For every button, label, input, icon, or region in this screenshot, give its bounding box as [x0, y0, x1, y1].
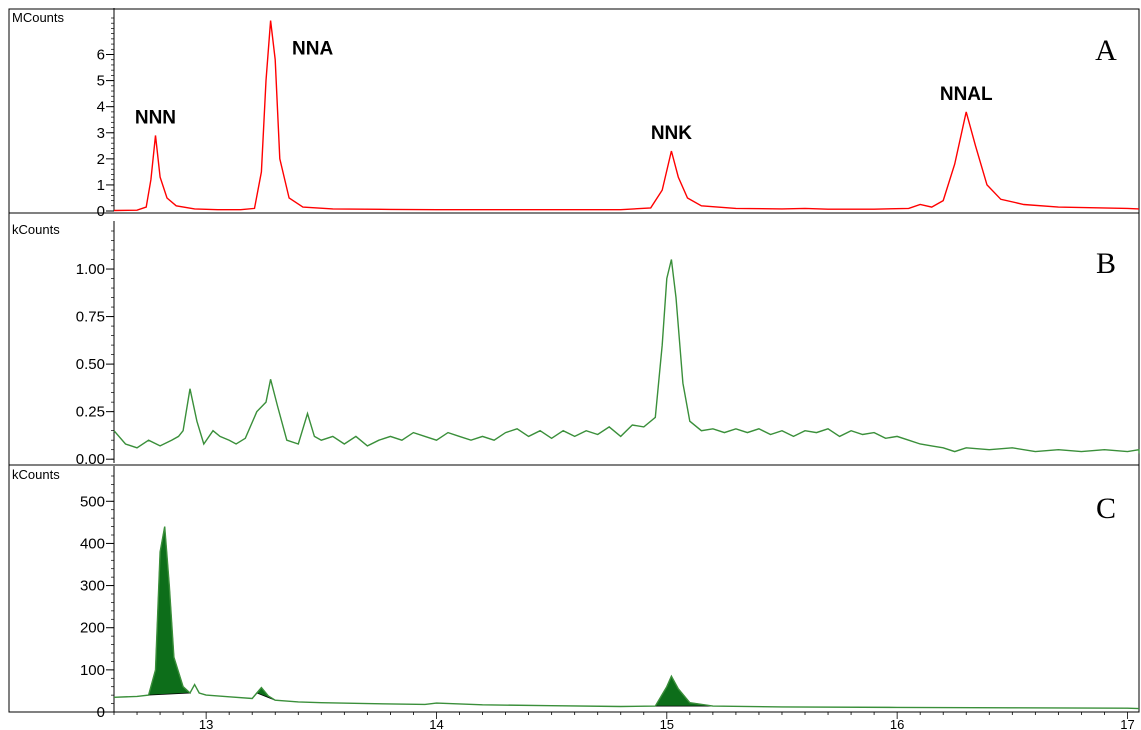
y-tick-label: 100: [80, 662, 105, 679]
x-tick-label: 17: [1120, 717, 1134, 730]
x-tick-label: 13: [199, 717, 213, 730]
y-tick-label: 1: [97, 177, 105, 194]
y-tick-label: 0.50: [76, 356, 105, 373]
y-tick-label: 400: [80, 535, 105, 552]
panel-letter: C: [1096, 492, 1116, 525]
chart-panel-a: 0 1 2 3 4 5 6 MCounts A NNN NNA NNK NNAL: [12, 8, 1140, 220]
peak-label: NNA: [292, 39, 333, 60]
y-unit-label: MCounts: [12, 10, 65, 25]
chromatogram-trace: [113, 20, 1140, 212]
peak-label: NNN: [135, 107, 176, 128]
y-tick-label: 1.00: [76, 261, 105, 278]
y-tick-label: 0.75: [76, 309, 105, 326]
y-tick-label: 500: [80, 493, 105, 510]
figure-frame: [8, 8, 1140, 713]
y-tick-label: 4: [97, 99, 105, 116]
peak-label: NNK: [651, 123, 692, 144]
chromatogram-trace: [113, 259, 1140, 454]
y-unit-label: kCounts: [12, 467, 60, 482]
chromatogram-trace: [113, 526, 1140, 710]
y-tick-label: 0: [97, 203, 105, 220]
y-tick-label: 6: [97, 47, 105, 64]
chart-panel-b: 0.00 0.25 0.50 0.75 1.00 kCounts B: [12, 221, 1140, 468]
y-tick-label: 0.00: [76, 451, 105, 468]
peak-label: NNAL: [940, 84, 993, 105]
y-unit-label: kCounts: [12, 222, 60, 237]
x-tick-label: 16: [890, 717, 904, 730]
y-tick-label: 2: [97, 151, 105, 168]
panel-letter: A: [1095, 34, 1117, 67]
panel-letter: B: [1096, 247, 1116, 280]
y-tick-label: 0: [97, 704, 105, 721]
chart-panel-c: 0 100 200 300 400 500 kCounts C 13 14 15 16 17: [12, 466, 1140, 730]
y-tick-label: 5: [97, 73, 105, 90]
x-tick-label: 14: [429, 717, 443, 730]
y-tick-label: 0.25: [76, 404, 105, 421]
y-tick-label: 300: [80, 578, 105, 595]
y-tick-label: 3: [97, 125, 105, 142]
y-tick-label: 200: [80, 620, 105, 637]
x-tick-label: 15: [660, 717, 674, 730]
